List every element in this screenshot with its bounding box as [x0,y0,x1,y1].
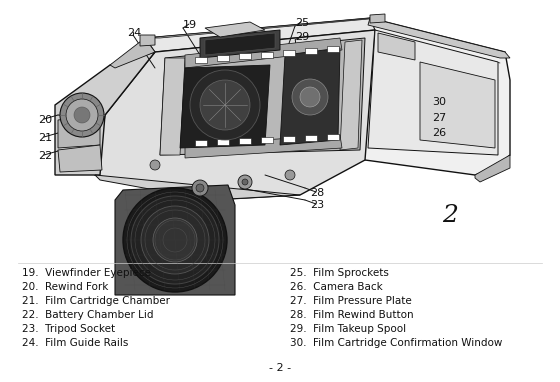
Polygon shape [180,65,270,148]
Bar [283,50,295,56]
Polygon shape [205,33,275,55]
Polygon shape [55,52,155,175]
Circle shape [200,80,250,130]
Bar [217,55,229,61]
Polygon shape [145,18,380,38]
Polygon shape [140,35,155,46]
Polygon shape [378,33,415,60]
Circle shape [153,218,197,262]
Circle shape [66,99,98,131]
Bar [327,134,339,140]
Text: 19: 19 [183,20,197,30]
Bar [283,136,295,142]
Text: 22: 22 [38,151,52,161]
Polygon shape [200,30,280,58]
Polygon shape [145,18,375,52]
Text: 27.  Film Pressure Plate: 27. Film Pressure Plate [290,296,412,306]
Text: 30.  Film Cartridge Confirmation Window: 30. Film Cartridge Confirmation Window [290,338,502,348]
Circle shape [292,79,328,115]
Text: 2: 2 [442,204,458,227]
Text: 20: 20 [38,115,52,125]
Text: 25: 25 [295,18,309,28]
Polygon shape [340,40,362,150]
Text: 27: 27 [432,113,446,123]
Polygon shape [58,145,102,172]
Text: 23.  Tripod Socket: 23. Tripod Socket [22,324,115,334]
Circle shape [60,93,104,137]
Polygon shape [368,30,498,155]
Circle shape [131,196,219,284]
Text: 19.  Viewfinder Eyepiece: 19. Viewfinder Eyepiece [22,268,151,278]
Text: 21.  Film Cartridge Chamber: 21. Film Cartridge Chamber [22,296,170,306]
Circle shape [238,175,252,189]
Text: 25.  Film Sprockets: 25. Film Sprockets [290,268,389,278]
Bar [305,135,317,141]
Text: 28: 28 [310,188,324,198]
Bar [239,53,251,59]
Text: 29.  Film Takeup Spool: 29. Film Takeup Spool [290,324,406,334]
Polygon shape [420,62,495,148]
Text: 28.  Film Rewind Button: 28. Film Rewind Button [290,310,414,320]
Text: 29: 29 [295,32,309,42]
Polygon shape [205,22,265,37]
Polygon shape [160,58,185,155]
Bar [239,138,251,144]
Text: 30: 30 [432,97,446,107]
Polygon shape [160,38,365,155]
Polygon shape [185,135,342,158]
Text: - 2 -: - 2 - [269,363,291,373]
Bar [217,139,229,145]
Text: 22.  Battery Chamber Lid: 22. Battery Chamber Lid [22,310,153,320]
Polygon shape [95,175,300,200]
Bar [195,57,207,63]
Bar [305,48,317,54]
Polygon shape [110,38,155,68]
Polygon shape [368,18,510,58]
Bar [327,46,339,52]
Circle shape [300,87,320,107]
Bar [261,137,273,143]
Circle shape [74,107,90,123]
Bar [261,52,273,58]
Circle shape [242,179,248,185]
Text: 26: 26 [432,128,446,138]
Text: 26.  Camera Back: 26. Camera Back [290,282,382,292]
Text: 20.  Rewind Fork: 20. Rewind Fork [22,282,109,292]
Polygon shape [115,185,235,295]
Polygon shape [345,18,510,175]
Circle shape [192,180,208,196]
Text: 24.  Film Guide Rails: 24. Film Guide Rails [22,338,128,348]
Circle shape [190,70,260,140]
Circle shape [141,206,209,274]
Polygon shape [185,38,342,68]
Polygon shape [370,14,385,23]
Polygon shape [58,115,100,148]
Text: 21: 21 [38,133,52,143]
Circle shape [150,160,160,170]
Polygon shape [475,155,510,182]
Bar [195,140,207,146]
Text: 24: 24 [127,28,141,38]
Circle shape [123,188,227,292]
Text: 23: 23 [310,200,324,210]
Circle shape [196,184,204,192]
Polygon shape [95,30,375,200]
Circle shape [285,170,295,180]
Polygon shape [280,48,340,145]
